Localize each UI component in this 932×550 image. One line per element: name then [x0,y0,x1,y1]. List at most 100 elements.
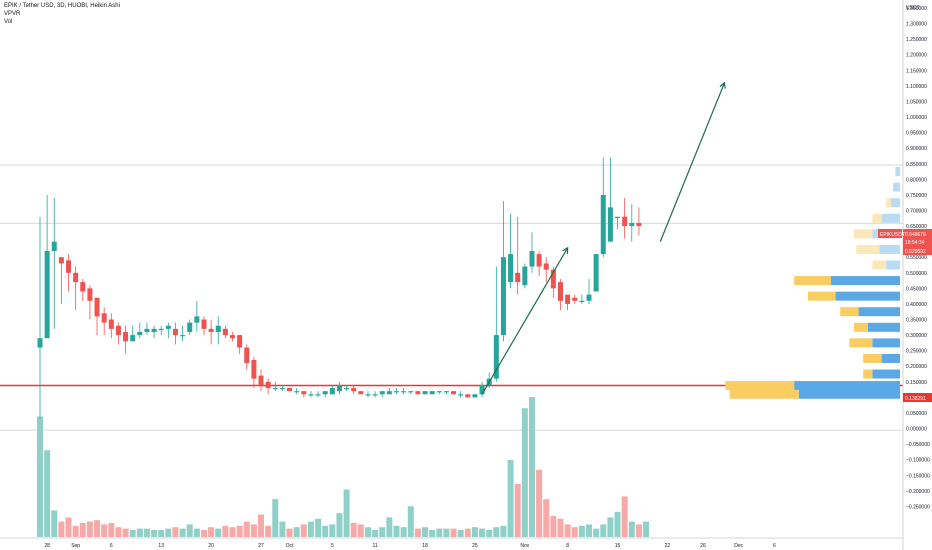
candle-body [351,388,357,392]
volume-bar [265,525,272,537]
last-price-tag-bg [903,229,932,238]
volume-bar [479,528,486,537]
candle-body [565,294,571,304]
y-tick-label: 0.550000 [906,255,927,261]
x-tick-label: 5 [331,543,334,549]
axis-unit-label: USDT [906,5,920,11]
volume-bar [258,514,265,537]
profile-bar-up [890,198,900,208]
candle-body [372,394,378,396]
candle-body [636,222,642,227]
volume-bar [357,524,364,537]
volume-bar [528,397,535,537]
volume-bar [586,524,593,537]
candle-body [365,394,371,396]
volume-bar [443,528,450,537]
profile-bar-down [886,198,891,208]
volume-bar [593,528,600,537]
volume-bar [521,408,528,537]
time-axis[interactable]: 28 Sep 6 13 20 27 Oct 5 11 18 25 Nov 8 15 22 26 Dec 6 [44,543,776,549]
y-tick-label: 0.650000 [906,224,927,230]
y-tick-label: 0.500000 [906,271,927,277]
candle-body [522,266,528,286]
candle-body [536,254,542,267]
candle-body [451,391,457,395]
candle-body [329,388,335,395]
volume-bar [101,524,108,537]
candle-body [379,391,385,395]
volume-bar [386,517,393,537]
price-tags: EPIKUSDT 0.648676 18:54:34 0.629592 0.13… [878,229,932,402]
y-tick-label: 0.350000 [906,318,927,324]
candle-body [130,335,136,342]
volume-bar [72,525,79,537]
volume-bar [315,518,322,537]
volume-bar [329,524,336,537]
profile-bar-down [854,229,873,239]
prev-close-tag: 0.629592 [905,249,926,255]
candle-body [401,391,407,393]
candle-body [344,388,350,390]
volume-bar [607,517,614,537]
x-tick-label: 6 [773,543,776,549]
vpvr-indicator-label[interactable]: VPVR [4,11,21,17]
candle-body [194,316,200,323]
countdown-tag: 18:54:34 [905,240,925,246]
volume-bar [407,506,414,537]
profile-bar-up [831,276,900,286]
candle-body [115,325,121,336]
volume-bars [37,397,650,537]
candle-body [508,254,514,283]
x-tick-label: 8 [566,543,569,549]
candle-body [94,297,100,317]
candlesticks [37,157,642,420]
vol-indicator-label[interactable]: Vol [4,19,13,25]
candle-body [108,319,114,329]
y-tick-label: 1.050000 [906,99,927,105]
countdown-tag-bg [903,238,932,246]
candle-body [622,216,628,227]
volume-bar [44,450,51,537]
candle-body [244,347,250,364]
volume-bar [429,530,436,537]
candle-body [322,391,328,395]
x-tick-label: Sep [71,543,80,549]
volume-bar [571,527,578,537]
volume-bar [500,525,507,537]
volume-bar [471,527,478,537]
y-tick-label: 0.900000 [906,146,927,152]
candle-body [315,394,321,396]
profile-bar-down [856,244,880,254]
trend-arrow-line [659,82,726,242]
volume-profile [725,167,900,399]
volume-bar [236,525,243,537]
volume-bar [58,521,65,537]
price-axis[interactable]: 1.350000 1.300000 1.250000 1.200000 1.150000… [906,6,930,510]
profile-bar-up [867,322,900,332]
profile-bar-up [872,369,900,379]
candle-body [458,394,464,396]
volume-bar [272,499,279,537]
volume-bar [215,528,222,537]
candle-body [123,331,129,342]
volume-bar [614,511,621,537]
candle-body [415,391,421,395]
x-tick-label: 13 [158,543,164,549]
candle-body [201,319,207,329]
volume-bar [208,527,215,537]
candle-body [208,328,214,332]
profile-bar-down [872,260,887,270]
y-tick-label: 0.250000 [906,349,927,355]
y-tick-label: 1.200000 [906,53,927,59]
volume-bar [143,528,150,537]
y-tick-label: 0.050000 [906,411,927,417]
profile-bar-up [835,291,900,301]
volume-bar [336,513,343,537]
candle-body [386,391,392,395]
volume-bar [493,527,500,537]
profile-bar-up [881,353,900,363]
horizontal-levels [0,164,903,431]
volume-bar [393,525,400,537]
candle-body [151,328,157,332]
